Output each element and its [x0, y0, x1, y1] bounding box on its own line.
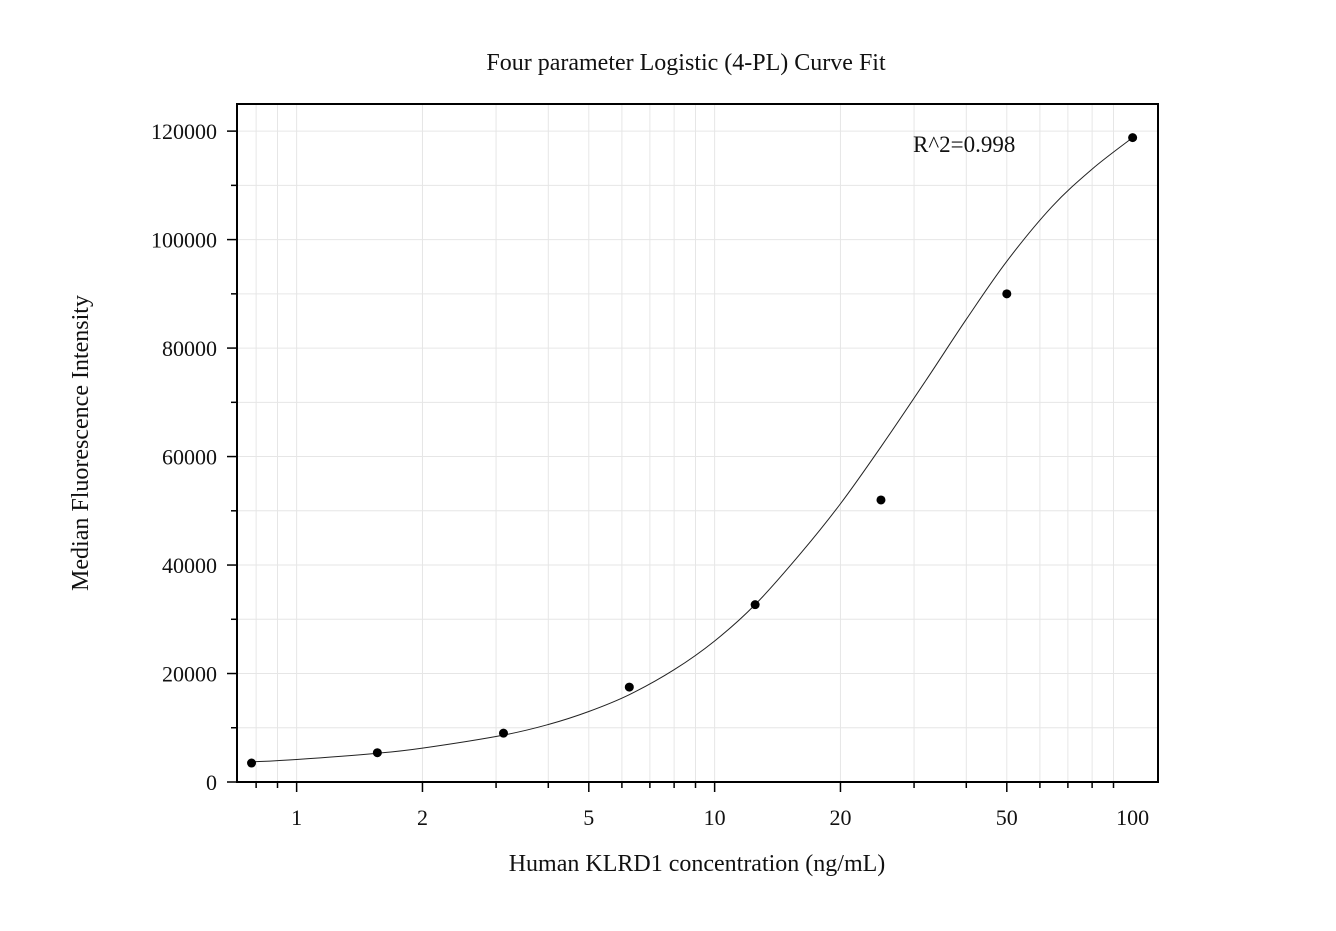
y-tick-label: 120000: [151, 119, 217, 144]
data-point: [372, 748, 382, 758]
data-point: [498, 728, 508, 738]
data-point: [247, 758, 257, 768]
data-point: [624, 682, 634, 692]
grid-layer: [237, 104, 1158, 783]
data-point: [1002, 289, 1012, 299]
y-tick-label: 80000: [162, 336, 217, 361]
curve-layer: [251, 137, 1133, 763]
y-axis-label: Median Fluorescence Intensity: [68, 295, 94, 591]
data-point: [750, 600, 760, 610]
points-layer: [247, 133, 1138, 768]
y-tick-label: 20000: [162, 662, 217, 687]
x-tick-label: 100: [1116, 805, 1149, 830]
data-point: [876, 495, 886, 505]
ticks-layer: 1 2 5 10 20 50 100 0 20000 40000 60000 80000 100000 1…: [151, 119, 1149, 830]
x-tick-label: 50: [996, 805, 1018, 830]
r-squared-annotation: R^2=0.998: [913, 132, 1015, 157]
y-tick-label: 60000: [162, 445, 217, 470]
chart-title: Four parameter Logistic (4-PL) Curve Fit: [486, 50, 886, 76]
y-tick-label: 100000: [151, 228, 217, 253]
data-point: [1128, 133, 1138, 143]
x-tick-label: 20: [829, 805, 851, 830]
x-tick-label: 1: [291, 805, 302, 830]
x-axis-label: Human KLRD1 concentration (ng/mL): [509, 851, 886, 877]
fit-curve: [251, 137, 1133, 763]
x-tick-label: 2: [417, 805, 428, 830]
x-tick-label: 10: [704, 805, 726, 830]
plot-frame: [236, 103, 1159, 783]
y-tick-label: 40000: [162, 553, 217, 578]
x-tick-label: 5: [583, 805, 594, 830]
y-tick-label: 0: [206, 770, 217, 795]
